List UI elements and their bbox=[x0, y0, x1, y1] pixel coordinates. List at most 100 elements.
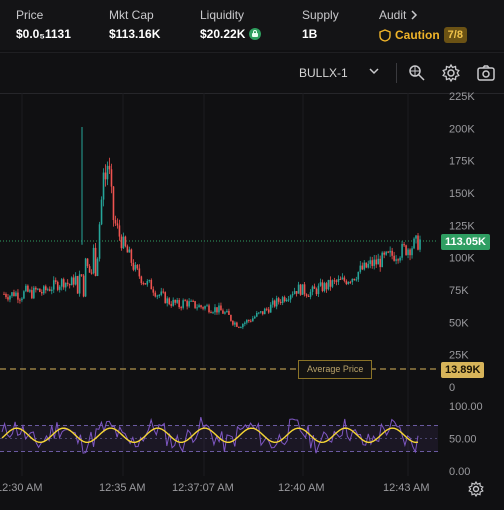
candle bbox=[27, 284, 29, 293]
candle-body bbox=[114, 220, 117, 224]
candle-body bbox=[80, 274, 83, 276]
candle bbox=[311, 285, 314, 296]
chevron-down-icon[interactable] bbox=[368, 65, 380, 77]
candle-body bbox=[102, 172, 105, 200]
candle-body bbox=[39, 288, 41, 292]
time-tick: 12:43 AM bbox=[383, 482, 430, 494]
candle bbox=[359, 260, 362, 274]
candle-body bbox=[325, 283, 328, 290]
candle-body bbox=[208, 305, 210, 313]
candle-body bbox=[263, 308, 266, 315]
candle-body bbox=[259, 311, 262, 313]
candle bbox=[337, 275, 340, 285]
candle-body bbox=[305, 294, 308, 297]
candle-body bbox=[417, 235, 419, 250]
candle-body bbox=[82, 275, 85, 297]
candle-body bbox=[140, 276, 143, 284]
price-label: Price bbox=[16, 8, 44, 22]
price-tick: 25K bbox=[449, 350, 469, 362]
candle-body bbox=[218, 305, 220, 313]
candle bbox=[252, 315, 254, 322]
candle-body bbox=[210, 312, 212, 314]
candle-body bbox=[41, 291, 43, 294]
drawing-tool-icon[interactable] bbox=[407, 63, 427, 83]
candle-body bbox=[295, 291, 298, 294]
candle bbox=[283, 295, 286, 303]
candle bbox=[35, 286, 37, 293]
candle bbox=[263, 307, 266, 315]
gear-icon[interactable] bbox=[441, 63, 461, 83]
price-tick: 100K bbox=[449, 253, 475, 265]
candle-body bbox=[124, 236, 127, 247]
audit-stat[interactable]: Audit Caution 7/8 bbox=[379, 8, 467, 43]
candle-body bbox=[216, 307, 218, 313]
camera-icon[interactable] bbox=[476, 63, 496, 83]
candle-body bbox=[204, 306, 206, 309]
candle bbox=[375, 255, 378, 268]
price-stat: Price $0.0₅1131 bbox=[16, 8, 71, 41]
candle-body bbox=[58, 286, 61, 290]
candle-body bbox=[271, 300, 274, 305]
candle-body bbox=[116, 223, 119, 226]
candle-body bbox=[33, 287, 35, 299]
source-selector[interactable]: BULLX-1 bbox=[299, 66, 348, 80]
candle-body bbox=[341, 277, 344, 280]
candle bbox=[236, 321, 238, 328]
candle bbox=[120, 234, 123, 251]
candle bbox=[389, 246, 391, 257]
candle bbox=[405, 244, 407, 256]
candle-body bbox=[335, 280, 338, 282]
candle-body bbox=[275, 298, 278, 307]
liquidity-locked-icon bbox=[249, 28, 262, 40]
candle bbox=[13, 289, 15, 297]
candle-body bbox=[248, 320, 250, 322]
candle bbox=[226, 309, 228, 313]
candle-body bbox=[393, 255, 395, 261]
candle-body bbox=[54, 280, 57, 282]
candle-body bbox=[405, 245, 407, 255]
candle-body bbox=[361, 265, 364, 270]
candle bbox=[108, 157, 111, 175]
candle-body bbox=[50, 289, 53, 291]
candle bbox=[212, 311, 214, 314]
chart-settings-icon[interactable] bbox=[467, 480, 485, 498]
candle-body bbox=[172, 299, 174, 306]
candle bbox=[130, 248, 133, 267]
candle bbox=[122, 232, 125, 250]
candle bbox=[140, 275, 143, 286]
candle bbox=[136, 264, 139, 271]
candle bbox=[299, 283, 302, 296]
candle-body bbox=[202, 307, 204, 309]
candle-body bbox=[351, 278, 354, 283]
candle bbox=[132, 259, 135, 272]
candle-body bbox=[375, 259, 378, 265]
candle-body bbox=[371, 260, 374, 266]
candle bbox=[407, 248, 409, 259]
candle-body bbox=[395, 259, 397, 261]
candle bbox=[110, 163, 113, 194]
candle-body bbox=[134, 264, 137, 270]
candle-body bbox=[166, 298, 169, 304]
candle bbox=[124, 235, 127, 248]
audit-status: Caution bbox=[395, 28, 440, 42]
candle bbox=[393, 251, 395, 262]
candle bbox=[305, 293, 308, 298]
candle-body bbox=[240, 327, 242, 329]
candle-body bbox=[315, 288, 318, 295]
candle bbox=[166, 296, 169, 307]
candle-body bbox=[146, 281, 149, 285]
candle bbox=[387, 250, 389, 254]
candle bbox=[126, 244, 129, 253]
candle bbox=[104, 164, 107, 187]
candle-body bbox=[257, 312, 260, 314]
candle bbox=[72, 274, 75, 288]
candle-body bbox=[377, 258, 380, 265]
candle-body bbox=[403, 244, 405, 246]
candle bbox=[287, 295, 290, 302]
candle-body bbox=[19, 299, 21, 301]
candle bbox=[44, 284, 47, 294]
candle-body bbox=[253, 316, 256, 319]
candle bbox=[60, 277, 63, 291]
candle-body bbox=[3, 293, 5, 295]
